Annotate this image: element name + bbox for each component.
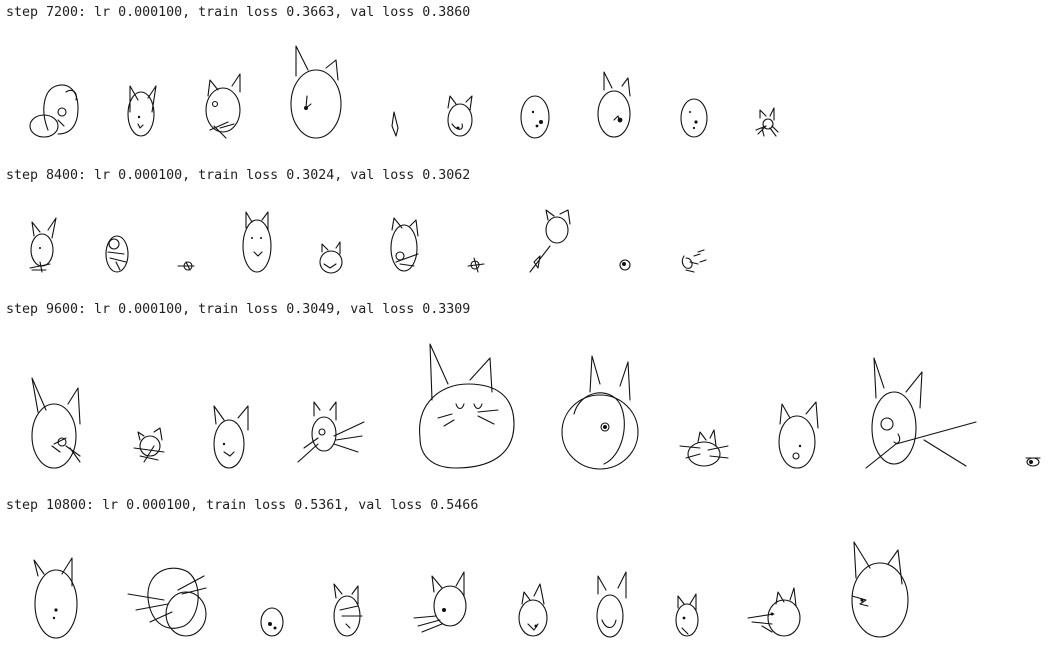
cat-sketch-r3-8 — [778, 401, 819, 469]
cat-sketch-r2-2 — [105, 235, 129, 273]
cat-sketch-r3-4 — [297, 401, 365, 463]
cat-sketch-r2-5 — [319, 241, 343, 274]
cat-sketch-r1-6 — [447, 95, 473, 137]
cat-sketch-r1-5 — [391, 111, 399, 137]
cat-sketch-r2-8 — [529, 209, 571, 273]
cat-sketch-r4-1 — [33, 557, 78, 639]
cat-sketch-r3-10 — [1025, 457, 1041, 467]
log-line-step-7200: step 7200: lr 0.000100, train loss 0.366… — [6, 5, 471, 20]
cat-sketch-r1-2 — [127, 85, 157, 137]
cat-sketch-r4-2 — [127, 567, 207, 637]
cat-sketch-r3-3 — [213, 405, 249, 469]
cat-sketch-r4-7 — [596, 571, 627, 638]
cat-sketch-r4-3 — [260, 607, 284, 637]
cat-sketch-r4-8 — [675, 593, 699, 637]
cat-sketch-r3-2 — [133, 427, 165, 463]
cat-sketch-r3-5 — [419, 343, 515, 469]
cat-sketch-r2-7 — [467, 257, 485, 273]
cat-sketch-r3-6 — [561, 355, 639, 470]
cat-sketch-r4-10 — [851, 541, 909, 638]
cat-sketch-r1-8 — [597, 71, 631, 138]
cat-sketch-r2-1 — [29, 217, 57, 273]
cat-sketch-r4-9 — [747, 587, 801, 637]
cat-sketch-r2-6 — [390, 217, 419, 272]
cat-sketch-r3-7 — [679, 429, 729, 467]
cat-sketch-r2-9 — [619, 259, 631, 271]
cat-sketch-r1-1 — [29, 84, 79, 138]
cat-sketch-r1-10 — [755, 107, 779, 137]
cat-sketch-r4-4 — [333, 583, 363, 637]
cat-sketch-r4-6 — [518, 583, 548, 637]
cat-sketch-r2-4 — [242, 211, 272, 273]
log-line-step-9600: step 9600: lr 0.000100, train loss 0.304… — [6, 302, 471, 317]
cat-sketch-r1-4 — [290, 45, 342, 139]
log-line-step-8400: step 8400: lr 0.000100, train loss 0.302… — [6, 168, 471, 183]
cat-sketch-r2-10 — [681, 249, 707, 273]
cat-sketch-r1-9 — [680, 98, 708, 138]
log-line-step-10800: step 10800: lr 0.000100, train loss 0.53… — [6, 498, 479, 513]
cat-sketch-r3-1 — [31, 377, 81, 469]
cat-sketch-r2-3 — [177, 261, 195, 271]
cat-sketch-r4-5 — [413, 571, 467, 633]
cat-sketch-r3-9 — [865, 357, 977, 469]
cat-sketch-r1-3 — [205, 73, 241, 139]
cat-sketch-r1-7 — [520, 95, 550, 139]
